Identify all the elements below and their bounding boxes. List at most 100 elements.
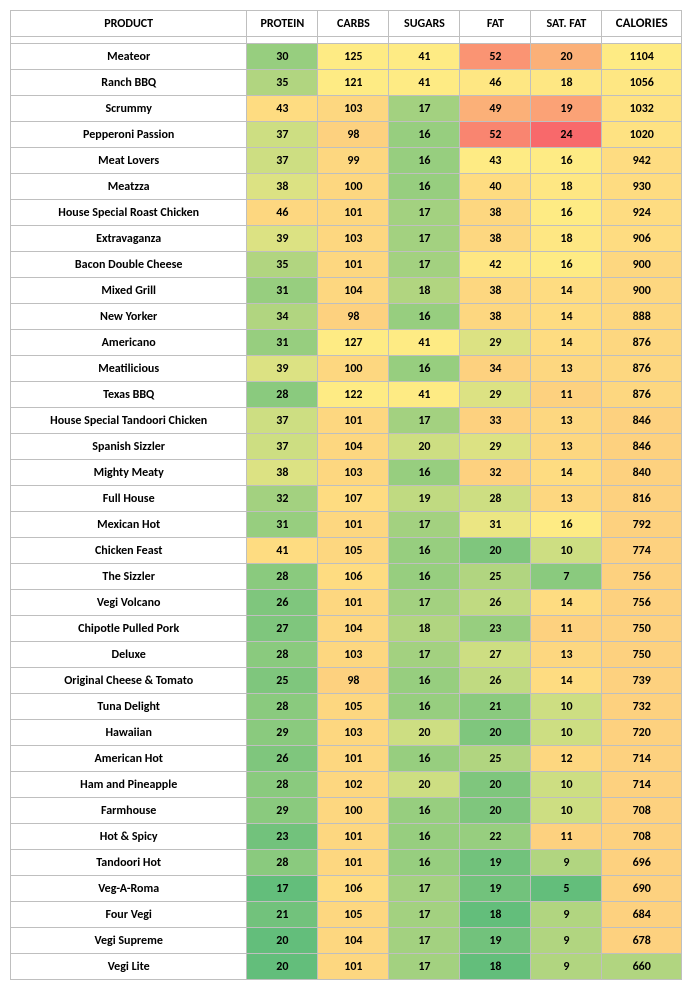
protein-cell: 28: [247, 564, 318, 590]
table-row: The Sizzler2810616257756: [11, 564, 682, 590]
carbs-cell: 121: [318, 70, 389, 96]
sugars-cell: 16: [389, 174, 460, 200]
product-cell: Full House: [11, 486, 247, 512]
product-cell: Meat Lovers: [11, 148, 247, 174]
protein-cell: 28: [247, 382, 318, 408]
protein-cell: 26: [247, 746, 318, 772]
satfat-cell: 10: [531, 720, 602, 746]
sugars-cell: 16: [389, 460, 460, 486]
table-row: Vegi Volcano26101172614756: [11, 590, 682, 616]
sugars-cell: 16: [389, 356, 460, 382]
table-row: Veg-A-Roma1710617195690: [11, 876, 682, 902]
protein-cell: 28: [247, 642, 318, 668]
fat-cell: 18: [460, 954, 531, 980]
product-cell: Tuna Delight: [11, 694, 247, 720]
product-cell: Ham and Pineapple: [11, 772, 247, 798]
product-cell: The Sizzler: [11, 564, 247, 590]
carbs-cell: 101: [318, 824, 389, 850]
satfat-cell: 9: [531, 850, 602, 876]
sugars-cell: 16: [389, 148, 460, 174]
carbs-cell: 101: [318, 512, 389, 538]
protein-cell: 37: [247, 122, 318, 148]
table-row: Texas BBQ28122412911876: [11, 382, 682, 408]
table-row: Chicken Feast41105162010774: [11, 538, 682, 564]
calories-cell: 739: [602, 668, 682, 694]
calories-cell: 1032: [602, 96, 682, 122]
carbs-cell: 98: [318, 122, 389, 148]
protein-cell: 29: [247, 720, 318, 746]
sugars-cell: 16: [389, 746, 460, 772]
sugars-cell: 18: [389, 616, 460, 642]
table-row: Deluxe28103172713750: [11, 642, 682, 668]
table-row: Original Cheese & Tomato2598162614739: [11, 668, 682, 694]
calories-cell: 930: [602, 174, 682, 200]
protein-cell: 39: [247, 226, 318, 252]
satfat-cell: 16: [531, 512, 602, 538]
table-row: Vegi Supreme2010417199678: [11, 928, 682, 954]
carbs-cell: 98: [318, 304, 389, 330]
calories-cell: 846: [602, 408, 682, 434]
carbs-cell: 127: [318, 330, 389, 356]
protein-cell: 37: [247, 148, 318, 174]
product-cell: Meatilicious: [11, 356, 247, 382]
table-row: Pepperoni Passion37981652241020: [11, 122, 682, 148]
sugars-cell: 18: [389, 278, 460, 304]
carbs-cell: 101: [318, 850, 389, 876]
product-cell: Hawaiian: [11, 720, 247, 746]
calories-cell: 816: [602, 486, 682, 512]
sugars-cell: 16: [389, 824, 460, 850]
product-cell: Bacon Double Cheese: [11, 252, 247, 278]
fat-cell: 21: [460, 694, 531, 720]
protein-cell: 23: [247, 824, 318, 850]
carbs-cell: 103: [318, 460, 389, 486]
table-row: Hot & Spicy23101162211708: [11, 824, 682, 850]
carbs-cell: 102: [318, 772, 389, 798]
calories-cell: 846: [602, 434, 682, 460]
table-row: Mexican Hot31101173116792: [11, 512, 682, 538]
calories-cell: 660: [602, 954, 682, 980]
product-cell: Veg-A-Roma: [11, 876, 247, 902]
satfat-cell: 13: [531, 642, 602, 668]
fat-cell: 26: [460, 590, 531, 616]
product-cell: Meatzza: [11, 174, 247, 200]
satfat-cell: 18: [531, 174, 602, 200]
table-row: Ham and Pineapple28102202010714: [11, 772, 682, 798]
carbs-cell: 106: [318, 564, 389, 590]
table-row: Meateor301254152201104: [11, 44, 682, 70]
sugars-cell: 41: [389, 330, 460, 356]
protein-cell: 35: [247, 70, 318, 96]
carbs-cell: 101: [318, 408, 389, 434]
carbs-cell: 103: [318, 226, 389, 252]
calories-cell: 876: [602, 382, 682, 408]
table-row: New Yorker3498163814888: [11, 304, 682, 330]
sugars-cell: 16: [389, 668, 460, 694]
satfat-cell: 5: [531, 876, 602, 902]
table-row: Mighty Meaty38103163214840: [11, 460, 682, 486]
sugars-cell: 17: [389, 954, 460, 980]
fat-cell: 20: [460, 538, 531, 564]
calories-cell: 1104: [602, 44, 682, 70]
header-satfat: SAT. FAT: [531, 11, 602, 37]
satfat-cell: 9: [531, 954, 602, 980]
sugars-cell: 16: [389, 694, 460, 720]
product-cell: Spanish Sizzler: [11, 434, 247, 460]
satfat-cell: 10: [531, 694, 602, 720]
fat-cell: 49: [460, 96, 531, 122]
calories-cell: 924: [602, 200, 682, 226]
sugars-cell: 16: [389, 564, 460, 590]
table-row: Bacon Double Cheese35101174216900: [11, 252, 682, 278]
satfat-cell: 16: [531, 148, 602, 174]
calories-cell: 888: [602, 304, 682, 330]
carbs-cell: 104: [318, 278, 389, 304]
protein-cell: 17: [247, 876, 318, 902]
sugars-cell: 17: [389, 642, 460, 668]
calories-cell: 876: [602, 356, 682, 382]
sugars-cell: 17: [389, 408, 460, 434]
protein-cell: 20: [247, 954, 318, 980]
calories-cell: 900: [602, 252, 682, 278]
table-row: Chipotle Pulled Pork27104182311750: [11, 616, 682, 642]
calories-cell: 696: [602, 850, 682, 876]
protein-cell: 25: [247, 668, 318, 694]
sugars-cell: 17: [389, 96, 460, 122]
satfat-cell: 10: [531, 772, 602, 798]
